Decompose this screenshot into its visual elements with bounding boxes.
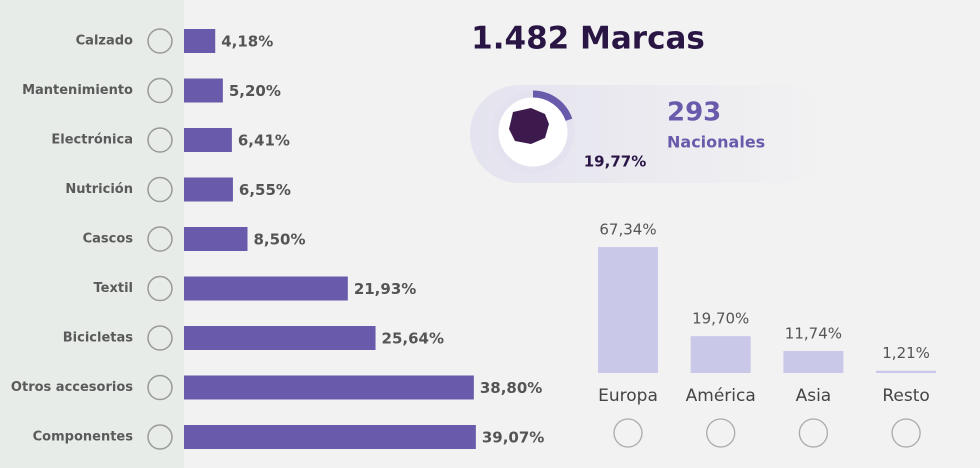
category-label: Textil [94, 281, 133, 296]
bar [184, 425, 476, 449]
category-icon [147, 77, 173, 104]
bar [598, 247, 658, 373]
value-label: 4,18% [221, 33, 273, 51]
bar [690, 336, 751, 373]
bar [184, 375, 474, 400]
value-label: 25,64% [382, 330, 444, 348]
value-label: 5,20% [229, 82, 281, 100]
value-label: 6,55% [239, 181, 291, 199]
value-label: 11,74% [785, 325, 842, 343]
category-label: Bicicletas [63, 331, 133, 346]
title: 1.482 Marcas [471, 21, 705, 57]
category-icon [147, 325, 173, 351]
value-label: 39,07% [482, 429, 544, 447]
bar [184, 128, 232, 152]
value-label: 19,70% [692, 310, 749, 328]
value-label: 67,34% [599, 221, 656, 239]
bar [184, 276, 348, 301]
value-label: 8,50% [253, 231, 305, 249]
category-icon [147, 127, 173, 153]
category-label: Calzado [76, 34, 133, 49]
category-icon [147, 226, 173, 252]
bar [184, 78, 223, 103]
category-label: Asia [796, 386, 832, 406]
value-label: 6,41% [238, 132, 290, 150]
bar [783, 351, 844, 373]
region-icon [798, 418, 829, 448]
bar [184, 227, 248, 251]
category-icon [147, 28, 173, 54]
category-icon [147, 275, 173, 302]
bar [184, 177, 233, 202]
category-icons [147, 28, 173, 450]
category-icon [147, 424, 173, 450]
category-label: Otros accesorios [11, 380, 133, 395]
category-label: Resto [882, 386, 929, 406]
bar [184, 326, 376, 350]
national-label: Nacionales [667, 133, 765, 152]
category-label: Nutrición [65, 182, 133, 197]
region-icon [613, 418, 643, 448]
donut-arc [532, 90, 573, 122]
category-label: Electrónica [51, 133, 133, 148]
category-label: Mantenimiento [22, 83, 133, 98]
category-label: Cascos [83, 232, 134, 247]
donut-label: 19,77% [584, 153, 646, 171]
region-icon [891, 418, 921, 448]
bar [184, 29, 216, 53]
category-label: Componentes [33, 430, 134, 445]
national-count: 293 [667, 98, 721, 128]
value-label: 1,21% [882, 344, 930, 362]
category-label: América [686, 386, 756, 406]
region-icon [706, 418, 736, 448]
category-icon [147, 374, 173, 401]
value-label: 21,93% [354, 280, 416, 298]
value-label: 38,80% [480, 379, 542, 397]
category-label: Europa [598, 386, 658, 406]
spain-map [509, 108, 549, 144]
bar [876, 370, 937, 373]
side-panel [0, 0, 184, 468]
category-icon [147, 176, 173, 203]
